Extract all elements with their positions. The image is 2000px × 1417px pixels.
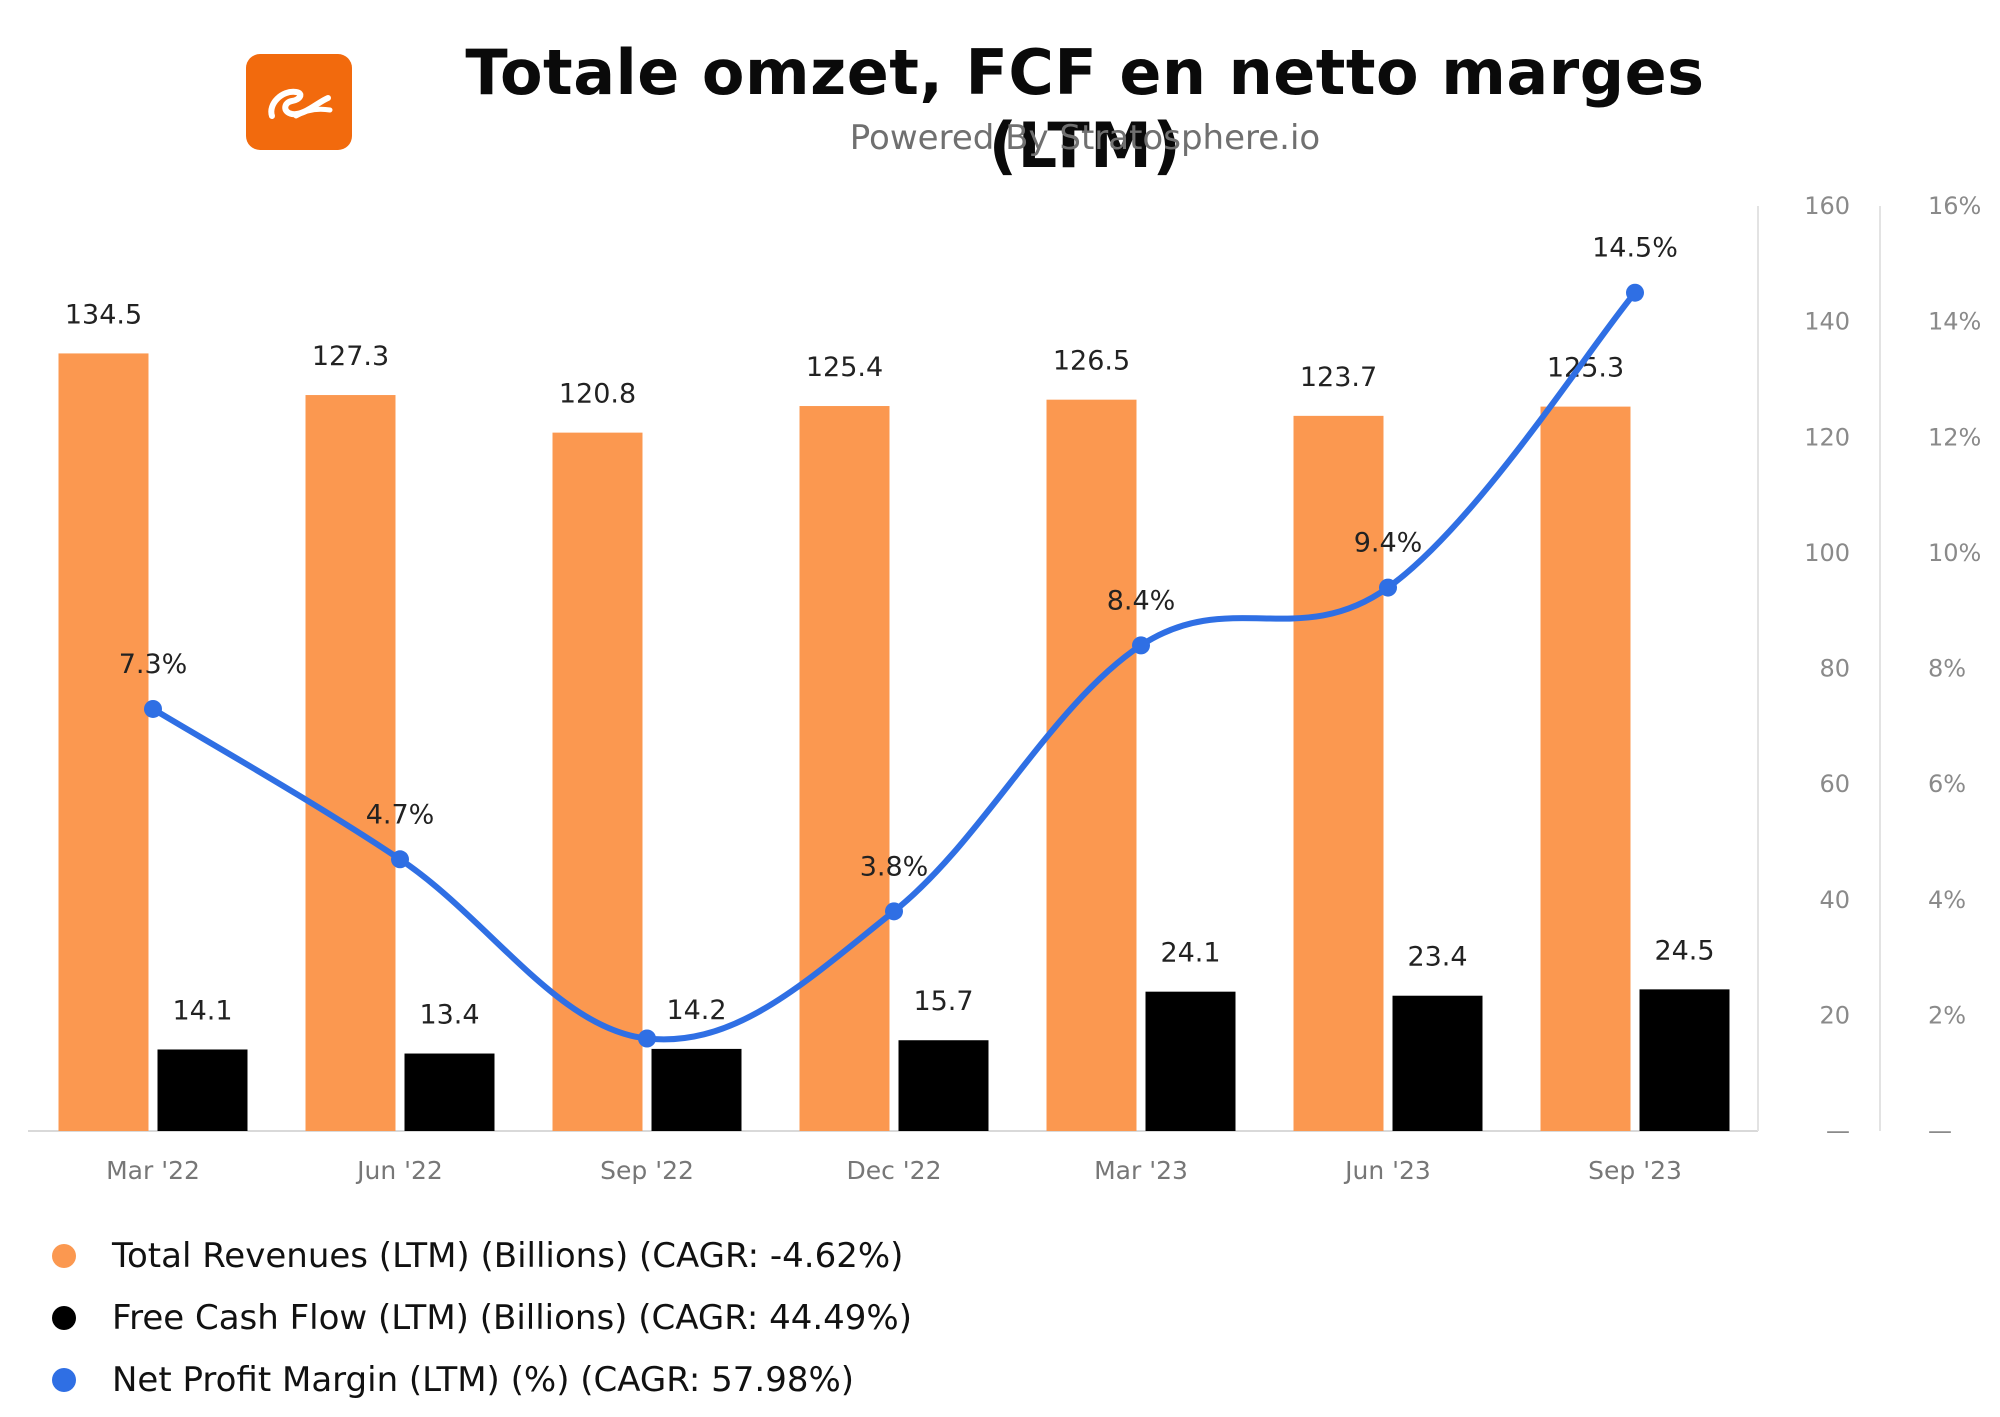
legend: Total Revenues (LTM) (Billions) (CAGR: -… <box>52 1225 912 1411</box>
legend-marker-fcf <box>52 1306 76 1330</box>
chart-area: — 20 40 60 80 100 120 140 160 — 2% 4% 6% 8% 10% 12% 14% 1… <box>28 192 1981 1185</box>
fcf-data-label: 13.4 <box>419 1000 479 1031</box>
legend-item-fcf: Free Cash Flow (LTM) (Billions) (CAGR: 4… <box>52 1287 912 1349</box>
net-margin-point <box>144 699 162 718</box>
y-axis-right-tick: 8% <box>1928 655 1966 683</box>
revenue-bar <box>1046 399 1137 1131</box>
y-axis-left-tick: 160 <box>1804 192 1850 220</box>
net-margin-point <box>885 902 903 921</box>
x-axis-tick-label: Mar '23 <box>1094 1156 1188 1185</box>
net-margin-point <box>1626 283 1644 302</box>
fcf-bar <box>1639 989 1730 1131</box>
y-axis-right-tick: 10% <box>1928 539 1981 567</box>
revenue-data-label: 127.3 <box>312 341 389 372</box>
alibaba-logo-icon <box>246 54 352 150</box>
x-axis-tick-label: Sep '23 <box>1588 1156 1682 1185</box>
fcf-bar <box>404 1053 495 1131</box>
y-axis-left-tick: 20 <box>1819 1001 1850 1029</box>
revenue-data-label: 120.8 <box>559 379 636 410</box>
y-axis-right-tick: 2% <box>1928 1001 1966 1029</box>
legend-marker-revenue <box>52 1244 76 1268</box>
revenue-bar <box>58 353 149 1131</box>
y-axis-right-tick: 6% <box>1928 770 1966 798</box>
y-axis-right-tick: 4% <box>1928 886 1966 914</box>
revenue-bar <box>1293 415 1384 1131</box>
y-axis-left-tick: 120 <box>1804 423 1850 451</box>
y-axis-left-tick: 100 <box>1804 539 1850 567</box>
fcf-data-label: 24.1 <box>1160 938 1220 969</box>
legend-label-margin: Net Profit Margin (LTM) (%) (CAGR: 57.98… <box>112 1360 855 1400</box>
net-margin-point <box>391 850 409 869</box>
x-axis-tick-label: Jun '23 <box>1343 1156 1431 1185</box>
x-axis-tick-label: Sep '22 <box>600 1156 694 1185</box>
fcf-data-label: 14.2 <box>666 995 726 1026</box>
y-axis-left-tick: 140 <box>1804 308 1850 336</box>
fcf-bar <box>651 1048 742 1131</box>
legend-label-fcf: Free Cash Flow (LTM) (Billions) (CAGR: 4… <box>112 1298 912 1338</box>
x-axis-tick-label: Jun '22 <box>355 1156 443 1185</box>
legend-item-revenue: Total Revenues (LTM) (Billions) (CAGR: -… <box>52 1225 912 1287</box>
revenue-bar <box>552 432 643 1131</box>
net-margin-data-label: 4.7% <box>366 799 435 830</box>
y-axis-right-tick: 16% <box>1928 192 1981 220</box>
x-axis-tick-label: Mar '22 <box>106 1156 200 1185</box>
y-axis-left-tick: 60 <box>1819 770 1850 798</box>
net-margin-point <box>638 1029 656 1048</box>
revenue-data-label: 126.5 <box>1053 346 1130 377</box>
revenue-data-label: 123.7 <box>1300 362 1377 393</box>
fcf-bar <box>1392 995 1483 1131</box>
chart-subtitle: Powered By Stratosphere.io <box>849 118 1321 158</box>
legend-label-revenue: Total Revenues (LTM) (Billions) (CAGR: -… <box>112 1236 904 1276</box>
fcf-bar <box>157 1049 248 1131</box>
chart-header: Totale omzet, FCF en netto marges (LTM) … <box>0 0 2000 182</box>
fcf-data-label: 14.1 <box>172 995 232 1026</box>
net-margin-data-label: 14.5% <box>1592 233 1678 264</box>
legend-item-margin: Net Profit Margin (LTM) (%) (CAGR: 57.98… <box>52 1349 912 1411</box>
revenue-bar <box>799 406 890 1131</box>
y-axis-right-tick: 14% <box>1928 308 1981 336</box>
y-axis-left-tick: — <box>1826 1117 1850 1145</box>
fcf-data-label: 15.7 <box>913 986 973 1017</box>
y-axis-left-tick: 80 <box>1819 655 1850 683</box>
fcf-bar <box>898 1040 989 1131</box>
chart-title: Totale omzet, FCF en netto marges (LTM) <box>465 36 1705 182</box>
net-margin-data-label: 7.3% <box>119 649 188 680</box>
revenue-bar <box>305 395 396 1131</box>
fcf-bar <box>1145 991 1236 1131</box>
x-axis-tick-label: Dec '22 <box>846 1156 941 1185</box>
revenue-bar <box>1540 406 1631 1131</box>
fcf-data-label: 23.4 <box>1407 942 1467 973</box>
y-axis-right-tick: 12% <box>1928 423 1981 451</box>
net-margin-data-label: 8.4% <box>1107 585 1176 616</box>
revenue-data-label: 125.4 <box>806 352 883 383</box>
revenue-data-label: 134.5 <box>65 299 142 330</box>
legend-marker-margin <box>52 1368 76 1392</box>
y-axis-right-tick: — <box>1928 1117 1952 1145</box>
net-margin-point <box>1132 636 1150 655</box>
net-margin-data-label: 9.4% <box>1354 528 1423 559</box>
net-margin-point <box>1379 578 1397 597</box>
fcf-data-label: 24.5 <box>1654 935 1714 966</box>
y-axis-left-tick: 40 <box>1819 886 1850 914</box>
net-margin-data-label: 3.8% <box>860 851 929 882</box>
